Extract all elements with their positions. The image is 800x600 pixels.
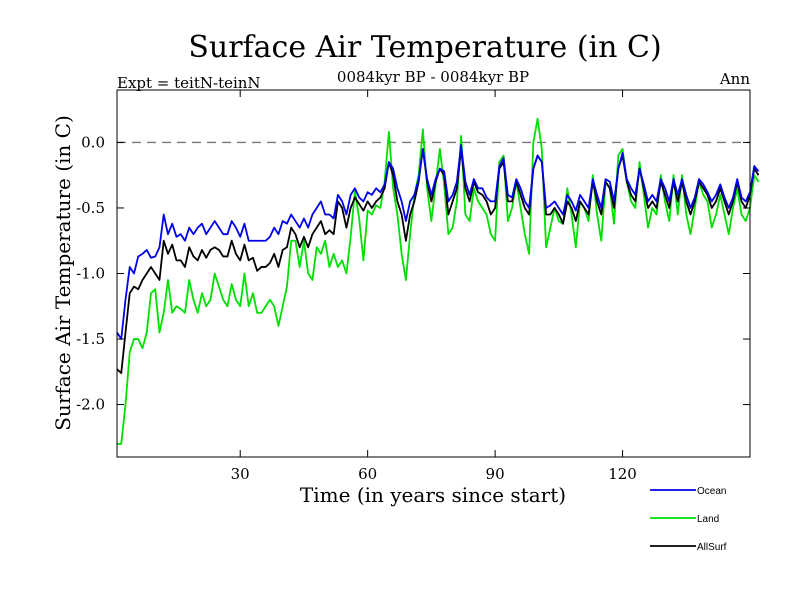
series-line-ocean [116, 144, 760, 340]
x-tick-label: 60 [358, 465, 377, 483]
expt-label: Expt = teitN-teinN [117, 74, 261, 92]
x-tick-label: 30 [231, 465, 250, 483]
period-label: Ann [719, 70, 750, 88]
y-tick-label: 0.0 [81, 133, 105, 151]
legend-label-ocean: Ocean [697, 486, 726, 497]
x-axis-label: Time (in years since start) [300, 483, 566, 507]
plot-frame [116, 89, 751, 458]
legend-label-allsurf: AllSurf [697, 542, 727, 553]
series-line-land [117, 117, 760, 445]
x-axis: 30 60 90 120 [231, 90, 637, 483]
y-tick-label: -0.5 [76, 199, 105, 217]
y-axis-label: Surface Air Temperature (in C) [51, 115, 75, 431]
x-tick-label: 90 [486, 465, 505, 483]
x-tick-label: 120 [608, 465, 637, 483]
series-layer [116, 117, 760, 445]
chart-title: Surface Air Temperature (in C) [188, 30, 661, 65]
y-tick-label: -1.0 [76, 265, 105, 283]
legend-label-land: Land [697, 514, 719, 525]
y-axis: 0.0 -0.5 -1.0 -1.5 -2.0 [76, 133, 750, 414]
chart-subtitle: 0084kyr BP - 0084kyr BP [337, 68, 529, 86]
y-tick-label: -2.0 [76, 396, 105, 414]
y-tick-label: -1.5 [76, 330, 105, 348]
legend: Ocean Land AllSurf [650, 486, 727, 553]
